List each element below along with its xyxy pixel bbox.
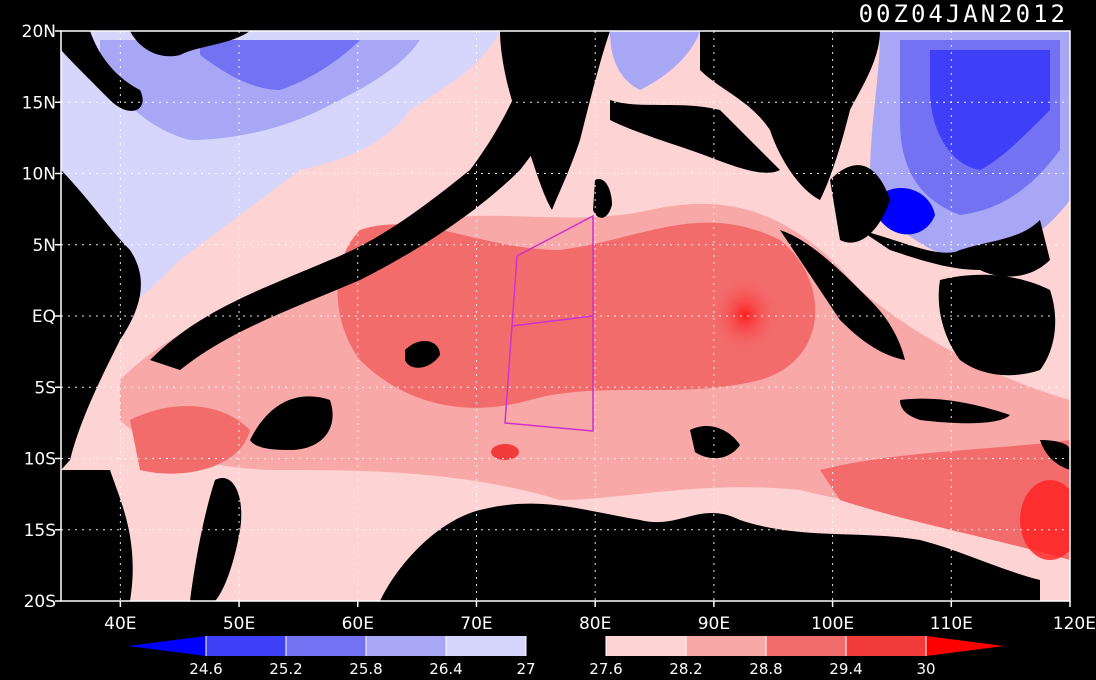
land-madagascar	[190, 478, 242, 601]
lon-label: 80E	[579, 614, 611, 634]
lon-label: 50E	[223, 614, 255, 634]
land-africa-horn	[61, 170, 141, 470]
land-lesser-sunda	[1040, 440, 1070, 470]
land-india	[500, 31, 610, 210]
contour-band-andaman	[830, 165, 890, 243]
colorbar-segment	[686, 636, 766, 656]
ocean-cooler-arabian-sea	[100, 40, 420, 140]
map-timestamp: 00Z04JAN2012	[859, 0, 1068, 28]
colorbar-label: 24.6	[189, 660, 222, 678]
colorbar-arrow-low	[128, 636, 206, 656]
land-sumatra	[780, 230, 905, 360]
colorbar-segment	[286, 636, 366, 656]
colorbar-segment	[606, 636, 686, 656]
colorbar-label: 27.6	[589, 660, 622, 678]
lat-label: 5N	[32, 236, 56, 256]
colorbar-label: 29.4	[829, 660, 862, 678]
longitude-labels: 40E 50E 60E 70E 80E 90E 100E 110E 120E	[104, 601, 1096, 634]
ocean-hot-core-east	[1020, 480, 1070, 560]
region-box	[504, 214, 594, 432]
contour-band-bay-of-bengal	[610, 100, 780, 173]
colorbar-segment	[366, 636, 446, 656]
land-sri-lanka	[593, 179, 612, 218]
lon-label: 100E	[811, 614, 854, 634]
lon-label: 70E	[460, 614, 492, 634]
lat-label: 15N	[22, 93, 56, 113]
land-borneo	[938, 274, 1056, 376]
lat-label: 20N	[22, 22, 56, 42]
lon-label: 110E	[930, 614, 973, 634]
colorbar-label: 25.8	[349, 660, 382, 678]
map-plot-area	[61, 31, 1070, 601]
contour-band-island-west	[250, 396, 333, 450]
ocean-cool-bay-of-bengal	[610, 31, 700, 90]
lat-label: 5S	[34, 378, 56, 398]
ocean-coolest-arabian-sea	[200, 40, 360, 90]
colorbar-segment	[206, 636, 286, 656]
lon-label: 90E	[698, 614, 730, 634]
land-patch-south-east	[850, 536, 905, 579]
colorbar-segment	[846, 636, 926, 656]
ocean-hot-patch-west	[130, 406, 250, 474]
land-patch-maldives	[405, 340, 440, 368]
lon-label: 40E	[104, 614, 136, 634]
land-patch-mid-ocean	[690, 425, 740, 459]
colorbar-arrow-high	[926, 636, 1004, 656]
lat-label: 20S	[24, 592, 56, 612]
colorbar-segment	[446, 636, 526, 656]
land-malay-peninsula	[860, 220, 1050, 277]
region-box-divider	[511, 315, 594, 327]
colorbar-label: 28.8	[749, 660, 782, 678]
colorbar-label: 30	[916, 660, 935, 678]
region-box-outline	[504, 214, 594, 432]
colorbar-label: 26.4	[429, 660, 462, 678]
land-oman	[130, 31, 250, 57]
colorbar-segment	[526, 636, 606, 656]
ocean-coolest-south-china-sea	[930, 50, 1050, 170]
lon-label: 120E	[1053, 614, 1096, 634]
land-indochina	[700, 31, 880, 200]
lat-label: 15S	[24, 521, 56, 541]
ocean-cold-spot-gulf	[880, 187, 935, 235]
land-east-africa	[61, 470, 133, 601]
ocean-hot-spot	[491, 444, 519, 460]
lat-label: 10N	[22, 165, 56, 185]
ocean-hot-core	[710, 275, 780, 355]
colorbar-label: 28.2	[669, 660, 702, 678]
colorbar-labels: 24.6 25.2 25.8 26.4 27 27.6 28.2 28.8 29.4 30	[189, 660, 935, 678]
map-grid	[61, 31, 1070, 601]
lat-label: EQ	[32, 307, 56, 327]
colorbar-label: 25.2	[269, 660, 302, 678]
lat-label: 10S	[24, 450, 56, 470]
latitude-labels: 20N 15N 10N 5N EQ 5S 10S 15S 20S	[22, 22, 61, 612]
lon-label: 60E	[342, 614, 374, 634]
colorbar-segment	[766, 636, 846, 656]
colorbar	[128, 636, 1004, 656]
colorbar-label: 27	[516, 660, 535, 678]
land-arabian-peninsula-tip	[61, 31, 143, 111]
ocean-hot-zone	[337, 222, 816, 408]
land-java	[900, 398, 1010, 424]
